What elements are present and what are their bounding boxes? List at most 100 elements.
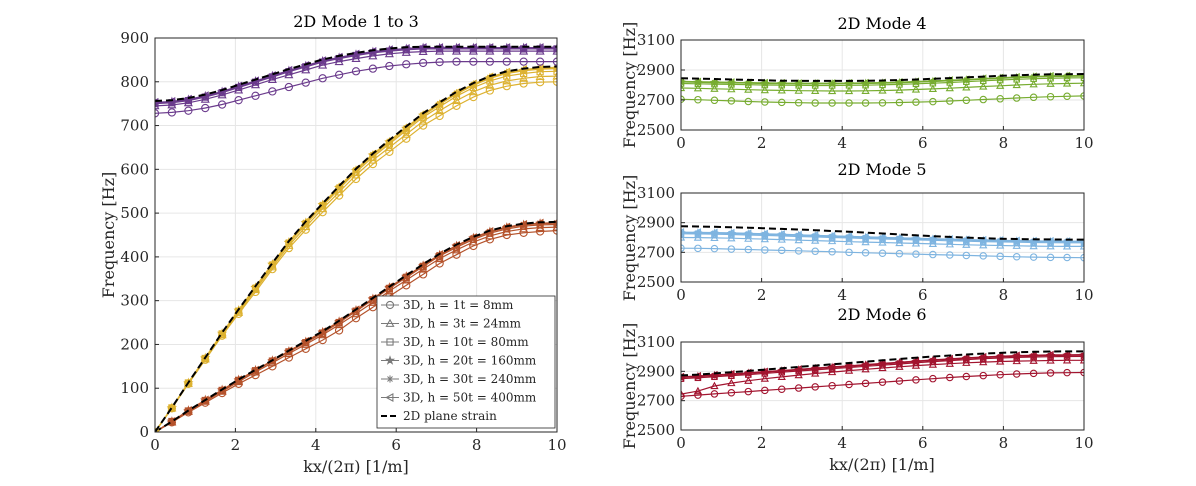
data-point <box>929 97 937 106</box>
legend: 3D, h = 1t = 8mm 3D, h = 3t = 24mm 3D, h =… <box>376 295 556 429</box>
data-point <box>434 98 444 108</box>
data-point <box>727 378 736 387</box>
data-point <box>979 371 987 380</box>
x-tick-label: 2 <box>757 434 767 452</box>
data-point <box>1046 79 1055 87</box>
data-point <box>435 57 444 67</box>
data-point <box>945 83 954 92</box>
data-point <box>761 386 769 395</box>
data-point <box>1062 350 1071 359</box>
data-point <box>535 222 545 231</box>
data-point <box>811 247 819 256</box>
data-point <box>451 95 462 105</box>
data-point <box>519 79 528 88</box>
data-point <box>267 71 276 81</box>
data-point <box>301 217 310 227</box>
data-point <box>452 57 461 66</box>
x-tick-label: 8 <box>999 134 1009 152</box>
legend-items: 3D, h = 1t = 8mm 3D, h = 3t = 24mm 3D, h =… <box>381 298 537 423</box>
data-point <box>502 82 511 91</box>
data-point <box>552 77 557 86</box>
x-tick-label: 6 <box>391 436 401 454</box>
legend-marker <box>386 338 394 346</box>
x-tick-label: 6 <box>918 286 928 304</box>
data-point <box>727 84 736 93</box>
data-point <box>1063 253 1071 262</box>
data-point <box>318 74 327 83</box>
y-tick-label: 3100 <box>637 184 675 202</box>
data-point <box>183 406 192 416</box>
data-point <box>727 228 735 238</box>
y-axis-label: Frequency [Hz] <box>620 175 639 302</box>
series-line-2d-plane-strain <box>681 225 1084 241</box>
data-point <box>681 372 685 382</box>
data-point <box>201 103 210 113</box>
data-point <box>351 49 360 59</box>
data-point <box>693 228 702 237</box>
data-point <box>351 164 360 174</box>
series-line-2d-plane-strain <box>681 73 1084 82</box>
data-point <box>727 233 736 242</box>
data-point <box>911 356 920 366</box>
x-tick-label: 0 <box>150 436 160 454</box>
data-point <box>1012 253 1021 261</box>
data-point <box>535 63 544 73</box>
legend-box <box>376 295 556 429</box>
data-point <box>693 386 703 395</box>
data-point <box>334 181 343 191</box>
data-point <box>878 378 887 386</box>
ticks: 0 2 4 6 8 10 2500 2700 2900 3100 <box>637 333 1094 452</box>
data-point <box>928 76 936 86</box>
data-point <box>844 232 853 241</box>
data-point <box>811 236 820 244</box>
data-point <box>794 235 803 244</box>
x-tick-label: 10 <box>1074 286 1093 304</box>
data-point <box>827 231 836 241</box>
x-axis-label: kx/(2π) [1/m] <box>303 457 409 476</box>
y-axis-label: Frequency [Hz] <box>620 22 639 149</box>
data-point <box>878 86 887 94</box>
data-point <box>845 248 853 257</box>
data-point <box>777 372 786 381</box>
series-line-3d-h-3t-24mm <box>681 236 1084 247</box>
x-tick-label: 4 <box>311 436 321 454</box>
legend-marker <box>385 392 394 403</box>
data-point <box>743 229 752 238</box>
data-point <box>184 106 193 115</box>
data-point <box>217 100 227 109</box>
axes-box <box>680 39 1085 131</box>
data-point <box>451 245 462 254</box>
data-point <box>317 199 327 209</box>
x-axis-label: kx/(2π) [1/m] <box>829 455 935 474</box>
data-point <box>794 79 802 88</box>
data-point <box>469 92 478 102</box>
x-tick-label: 10 <box>547 436 566 454</box>
legend-label: 3D, h = 1t = 8mm <box>403 298 514 312</box>
data-point <box>502 226 512 235</box>
y-tick-label: 2500 <box>637 121 675 139</box>
data-point <box>155 97 159 107</box>
data-point <box>895 377 904 385</box>
data-point <box>552 226 557 235</box>
data-point <box>1079 78 1084 87</box>
data-point <box>946 97 954 105</box>
y-tick-label: 2500 <box>637 421 675 439</box>
data-point <box>1029 253 1038 261</box>
data-point <box>552 57 557 66</box>
data-point <box>961 75 970 84</box>
data-point <box>401 271 410 281</box>
data-point <box>895 78 903 87</box>
data-point <box>384 282 393 292</box>
x-tick-label: 4 <box>837 434 847 452</box>
data-point <box>535 78 545 87</box>
y-tick-label: 2700 <box>637 243 675 261</box>
data-point <box>996 95 1004 103</box>
data-point <box>844 86 854 95</box>
data-point <box>368 303 378 312</box>
series-group <box>681 225 1084 262</box>
data-point <box>1080 368 1084 377</box>
data-point <box>895 98 904 107</box>
legend-marker <box>386 375 394 383</box>
